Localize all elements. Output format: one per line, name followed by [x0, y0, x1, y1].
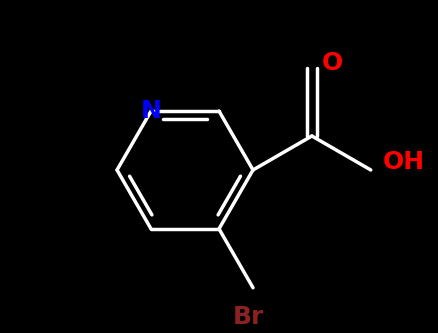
Text: N: N: [140, 99, 161, 123]
Text: O: O: [321, 51, 342, 75]
Text: Br: Br: [232, 305, 263, 329]
Text: OH: OH: [381, 150, 424, 174]
